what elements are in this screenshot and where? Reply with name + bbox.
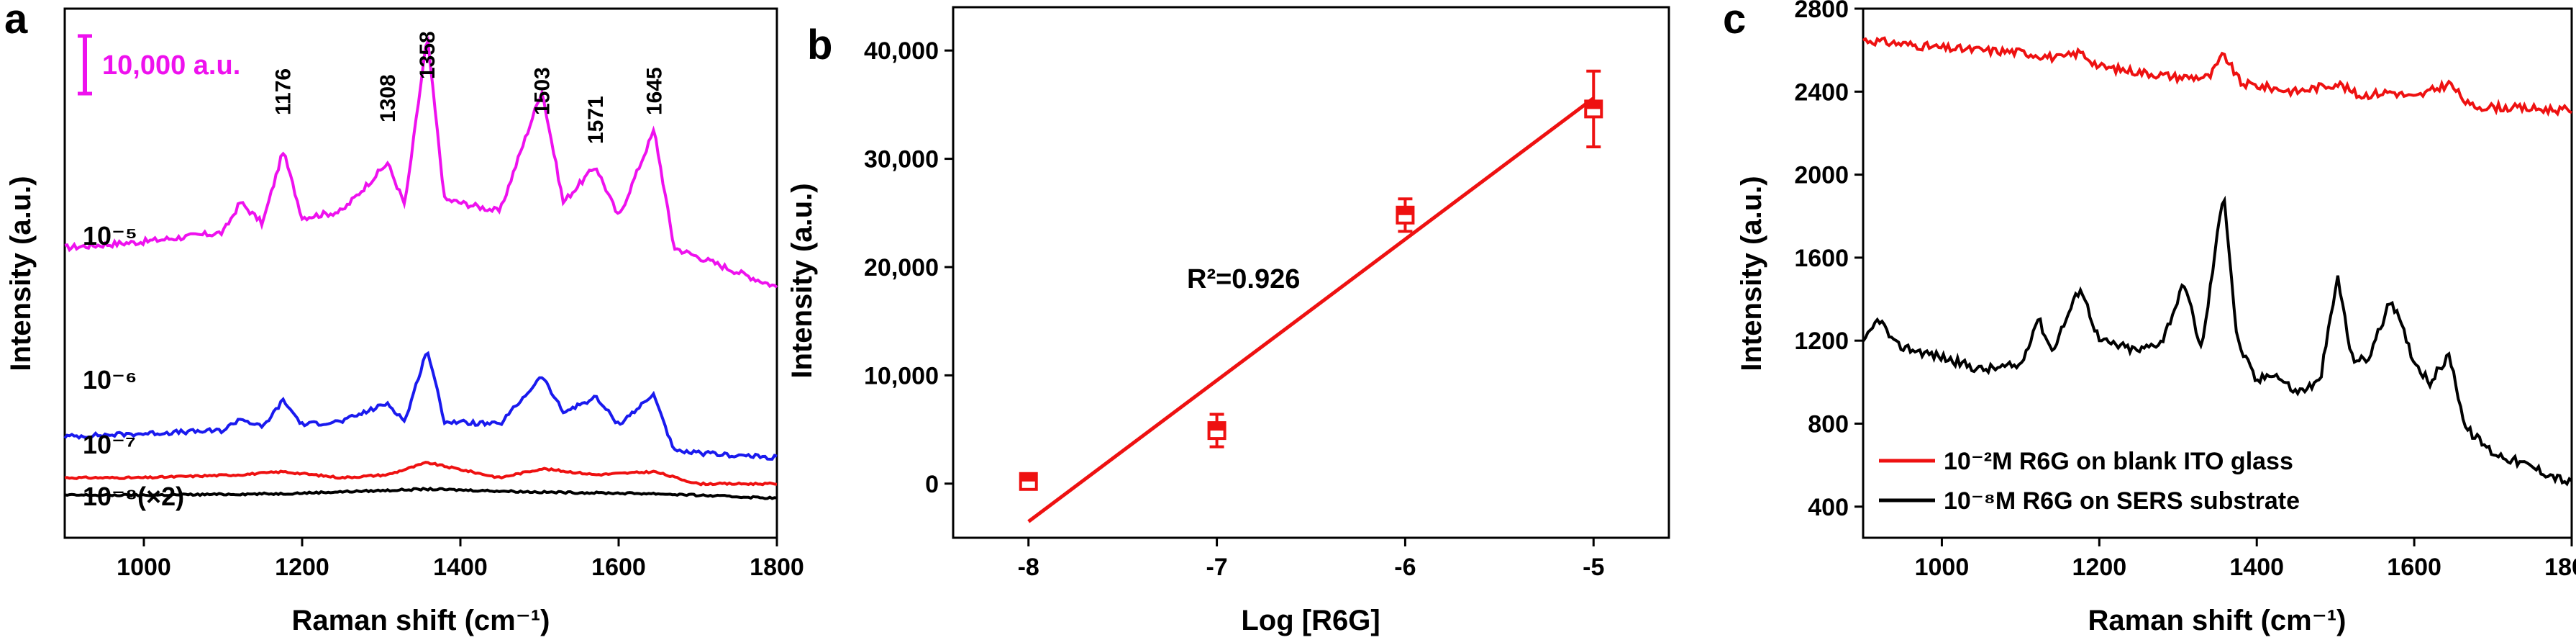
panel-b-y-tick-label-0: 0 [925, 471, 939, 498]
panel-b-x-ticks: -8 -7 -6 -5 [1018, 538, 1604, 581]
scale-bar-label: 10,000 a.u. [102, 50, 240, 81]
panel-b-x-axis-title: Log [R6G] [1241, 605, 1380, 636]
data-point-fill-2 [1397, 207, 1414, 215]
panel-c-y-tick-label-2000: 2000 [1794, 162, 1849, 189]
panel-c-x-tick-label-1800: 1800 [2544, 554, 2576, 581]
panel-c-y-tick-label-800: 800 [1808, 410, 1849, 438]
data-point-fill-0 [1020, 473, 1037, 482]
panel-a-peak-label-1571: 1571 [584, 96, 608, 144]
panel-b-x-tick-label--5: -5 [1583, 554, 1604, 581]
panel-b-y-axis-title: Intensity (a.u.) [786, 183, 818, 378]
panel-a-peak-label-1503: 1503 [530, 67, 554, 115]
data-point-fill-1 [1209, 423, 1225, 431]
panel-c-spectra [1862, 36, 2573, 487]
panel-c-y-tick-label-2800: 2800 [1794, 0, 1849, 23]
panel-c-y-tick-label-400: 400 [1808, 494, 1849, 521]
panel-c-y-tick-label-2400: 2400 [1794, 78, 1849, 106]
panel-b-y-ticks: 0 10,000 20,000 30,000 40,000 [864, 37, 953, 498]
conc-label-1e-5: 10⁻⁵ [83, 221, 137, 251]
data-point-fill-3 [1585, 101, 1602, 109]
panel-a-spectrum-series-1 [63, 351, 778, 461]
panel-b-y-tick-label-40000: 40,000 [864, 37, 939, 65]
panel-a-spectra [63, 35, 778, 500]
panel-a-y-axis-title: Intensity (a.u.) [5, 176, 37, 371]
panel-a-peak-label-1645: 1645 [643, 67, 667, 115]
panel-a-spectrum-series-3 [64, 486, 778, 500]
r-squared-annotation: R²=0.926 [1187, 264, 1300, 294]
panel-b-plot-area [1019, 69, 1603, 523]
panel-a-x-tick-label-1600: 1600 [591, 554, 646, 581]
panel-c-plot-frame [1862, 7, 2573, 539]
legend-label-ito: 10⁻²M R6G on blank ITO glass [1944, 448, 2293, 475]
conc-label-1e-8: 10⁻⁸(×2) [83, 482, 184, 511]
panel-c-y-ticks: 400 800 1200 1600 2000 2400 2800 [1794, 0, 1863, 521]
panel-b-x-tick-label--6: -6 [1394, 554, 1416, 581]
panel-a-x-ticks: 1000 1200 1400 1600 1800 [117, 538, 804, 581]
panel-c-y-tick-label-1200: 1200 [1794, 328, 1849, 355]
panel-b: Log [R6G] Intensity (a.u.) -8 -7 -6 -5 0 10,… [786, 6, 1670, 636]
panel-c-y-tick-label-1600: 1600 [1794, 245, 1849, 272]
panel-c-x-tick-label-1000: 1000 [1915, 554, 1970, 581]
panel-c: Raman shift (cm⁻¹) Intensity (a.u.) 1000… [1736, 0, 2576, 636]
panel-a: Raman shift (cm⁻¹) Intensity (a.u.) 1000… [5, 7, 804, 636]
panel-c-x-axis-title: Raman shift (cm⁻¹) [2088, 605, 2347, 636]
panel-a-peak-label-1358: 1358 [416, 31, 440, 79]
panel-c-x-ticks: 1000 1200 1400 1600 1800 [1915, 538, 2576, 581]
panel-c-x-tick-label-1200: 1200 [2072, 554, 2127, 581]
panel-label-a: a [4, 0, 28, 42]
panel-b-y-tick-label-10000: 10,000 [864, 362, 939, 389]
panel-c-y-axis-title: Intensity (a.u.) [1736, 176, 1767, 371]
panel-c-spectrum-series-1 [1862, 195, 2573, 487]
panel-a-peak-label-1308: 1308 [376, 74, 400, 122]
panel-a-x-tick-label-1200: 1200 [275, 554, 329, 581]
panel-a-x-tick-label-1000: 1000 [117, 554, 171, 581]
panel-b-y-tick-label-30000: 30,000 [864, 146, 939, 173]
panel-a-peak-labels: 1176 1308 1358 1503 1571 1645 [272, 31, 667, 144]
panel-c-legend: 10⁻²M R6G on blank ITO glass 10⁻⁸M R6G o… [1879, 448, 2300, 515]
panel-a-x-tick-label-1400: 1400 [433, 554, 488, 581]
panel-label-c: c [1723, 0, 1746, 42]
panel-c-x-tick-label-1400: 1400 [2229, 554, 2284, 581]
panel-label-b: b [807, 22, 832, 68]
panel-a-x-tick-label-1800: 1800 [750, 554, 804, 581]
panel-a-spectrum-series-2 [64, 461, 778, 487]
legend-label-sers: 10⁻⁸M R6G on SERS substrate [1944, 487, 2300, 515]
panel-a-x-axis-title: Raman shift (cm⁻¹) [292, 605, 550, 636]
panel-a-spectrum-series-0 [64, 35, 778, 289]
panel-b-y-tick-label-20000: 20,000 [864, 254, 939, 281]
panel-a-peak-label-1176: 1176 [272, 68, 296, 115]
panel-b-x-tick-label--7: -7 [1206, 554, 1227, 581]
panel-c-x-tick-label-1600: 1600 [2387, 554, 2441, 581]
linear-fit-line [1027, 96, 1595, 523]
conc-label-1e-7: 10⁻⁷ [83, 430, 136, 459]
panel-c-spectrum-series-0 [1862, 36, 2572, 117]
panel-b-plot-frame [952, 6, 1670, 539]
panel-a-plot-frame [63, 7, 778, 539]
conc-label-1e-6: 10⁻⁶ [83, 365, 137, 395]
panel-b-x-tick-label--8: -8 [1018, 554, 1039, 581]
